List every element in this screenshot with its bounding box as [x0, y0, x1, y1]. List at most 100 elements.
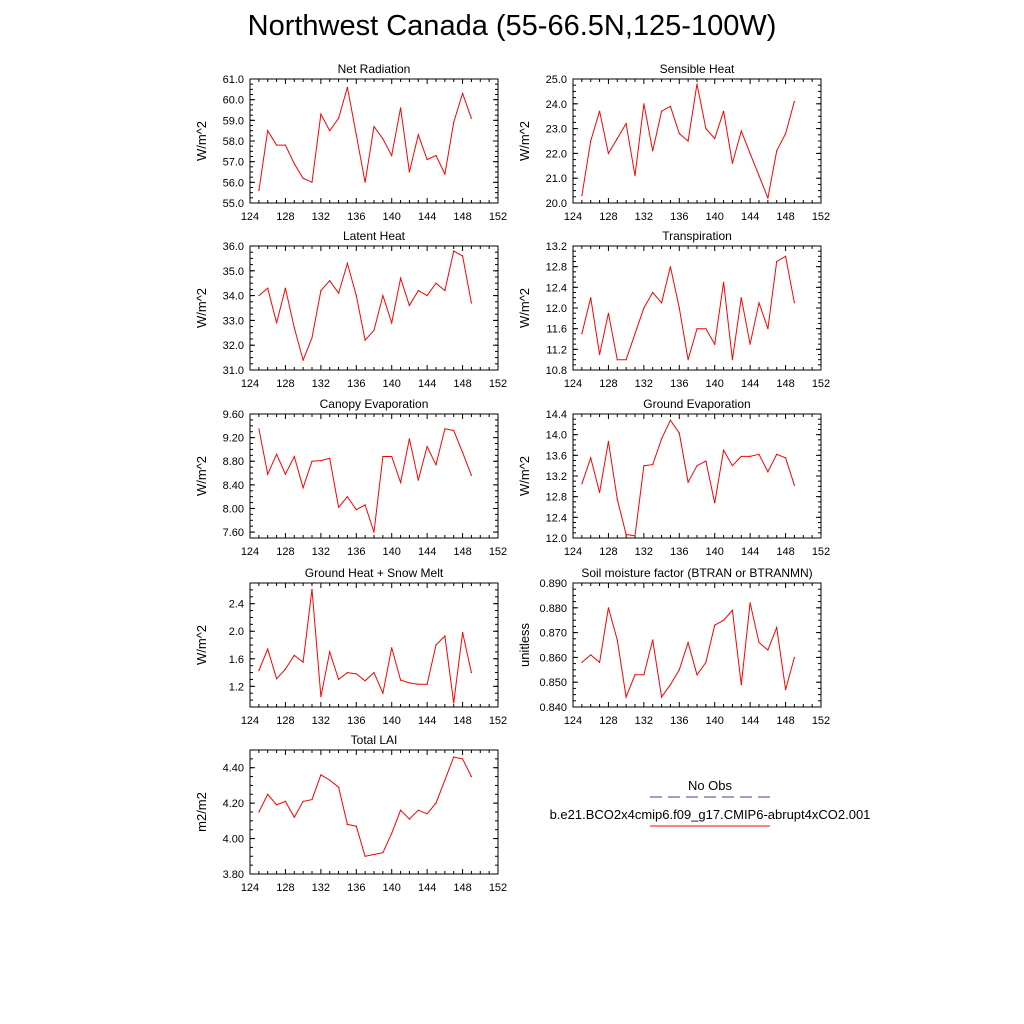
- legend-model-label: b.e21.BCO2x4cmip6.f09_g17.CMIP6-abrupt4x…: [549, 807, 871, 822]
- data-point: [687, 359, 689, 361]
- y-tick-label: 12.4: [546, 282, 567, 294]
- x-tick-label: 128: [276, 546, 294, 558]
- x-tick-label: 144: [418, 546, 436, 558]
- data-point: [758, 453, 760, 455]
- data-point: [776, 627, 778, 629]
- data-point: [417, 290, 419, 292]
- data-point: [346, 672, 348, 674]
- data-point: [470, 776, 472, 778]
- x-tick-label: 124: [241, 546, 259, 558]
- data-point: [382, 692, 384, 694]
- y-tick-label: 14.0: [546, 430, 567, 442]
- y-tick-label: 21.0: [546, 173, 567, 185]
- x-tick-label: 152: [489, 211, 507, 223]
- panel-ground-evaporation: Ground Evaporation W/m^2 124 128 132 136 140 14…: [517, 397, 830, 558]
- data-point: [382, 295, 384, 297]
- data-point: [714, 343, 716, 345]
- data-point: [740, 684, 742, 686]
- data-point: [426, 159, 428, 161]
- data-point: [258, 428, 260, 430]
- data-point: [776, 260, 778, 263]
- x-tick-label: 148: [453, 882, 471, 894]
- y-tick-label: 20.0: [546, 198, 567, 210]
- y-tick-label: 0.870: [539, 628, 567, 640]
- data-point: [320, 113, 322, 115]
- panel-net-radiation: Net Radiation W/m^2 124 128 132 136 140 144 148 1…: [194, 62, 507, 223]
- data-point: [581, 483, 583, 485]
- data-point: [355, 509, 357, 511]
- x-tick-label: 136: [347, 715, 365, 727]
- data-point: [678, 432, 680, 434]
- y-tick-label: 4.20: [223, 798, 244, 810]
- y-axis-label: unitless: [517, 622, 532, 667]
- data-point: [453, 250, 455, 252]
- data-point: [311, 181, 313, 183]
- data-point: [346, 496, 348, 498]
- y-axis-label: W/m^2: [517, 456, 532, 496]
- y-tick-label: 23.0: [546, 124, 567, 136]
- x-tick-label: 128: [276, 378, 294, 390]
- x-tick-label: 152: [489, 378, 507, 390]
- data-point: [373, 853, 375, 856]
- x-tick-label: 144: [741, 211, 759, 223]
- data-point: [607, 312, 610, 314]
- x-tick-label: 148: [776, 378, 794, 390]
- panel-title: Latent Heat: [343, 229, 406, 243]
- x-tick-label: 128: [599, 715, 617, 727]
- x-tick-label: 136: [347, 546, 365, 558]
- data-point: [444, 173, 446, 175]
- data-point: [581, 333, 583, 335]
- series-line: [258, 87, 472, 191]
- data-point: [267, 473, 269, 475]
- data-point: [329, 651, 331, 653]
- panel-title: Total LAI: [351, 733, 398, 747]
- data-point: [258, 190, 260, 192]
- data-point: [311, 799, 313, 801]
- series-line: [258, 756, 472, 857]
- x-tick-label: 152: [812, 546, 830, 558]
- data-point: [599, 491, 601, 494]
- data-point: [373, 125, 375, 128]
- data-point: [470, 672, 472, 674]
- y-tick-label: 57.0: [223, 157, 244, 169]
- data-point: [391, 832, 393, 834]
- x-tick-label: 136: [347, 882, 365, 894]
- data-point: [408, 304, 410, 307]
- data-point: [705, 661, 707, 664]
- panel-transpiration: Transpiration W/m^2 124 128 132 136 140 144 148 1…: [517, 229, 830, 390]
- panel-canopy-evaporation: Canopy Evaporation W/m^2 124 128 132 136 140 14…: [194, 397, 507, 558]
- data-point: [426, 683, 428, 685]
- x-tick-label: 132: [312, 211, 330, 223]
- data-point: [355, 673, 357, 675]
- data-point: [599, 353, 601, 356]
- x-tick-label: 140: [383, 715, 401, 727]
- data-point: [652, 150, 654, 152]
- data-point: [625, 123, 627, 125]
- data-point: [382, 455, 384, 458]
- data-point: [678, 133, 680, 135]
- panel-title: Ground Heat + Snow Melt: [305, 566, 444, 580]
- data-point: [696, 328, 698, 330]
- plot-frame: [572, 245, 822, 371]
- y-tick-label: 13.2: [546, 241, 567, 253]
- data-point: [338, 506, 340, 508]
- x-tick-label: 132: [635, 715, 653, 727]
- data-point: [616, 498, 618, 500]
- data-point: [740, 455, 742, 457]
- x-tick-label: 140: [706, 378, 724, 390]
- x-tick-label: 128: [599, 546, 617, 558]
- x-tick-label: 144: [418, 715, 436, 727]
- data-point: [678, 307, 680, 309]
- x-tick-label: 132: [635, 546, 653, 558]
- y-tick-label: 0.860: [539, 652, 567, 664]
- data-point: [643, 307, 645, 309]
- data-point: [616, 137, 618, 140]
- data-point: [793, 484, 796, 486]
- y-axis-label: m2/m2: [194, 792, 209, 832]
- data-point: [435, 802, 437, 804]
- y-axis-label: W/m^2: [194, 625, 209, 665]
- data-point: [293, 816, 295, 818]
- data-point: [731, 359, 734, 361]
- data-point: [444, 779, 446, 781]
- data-point: [400, 679, 402, 681]
